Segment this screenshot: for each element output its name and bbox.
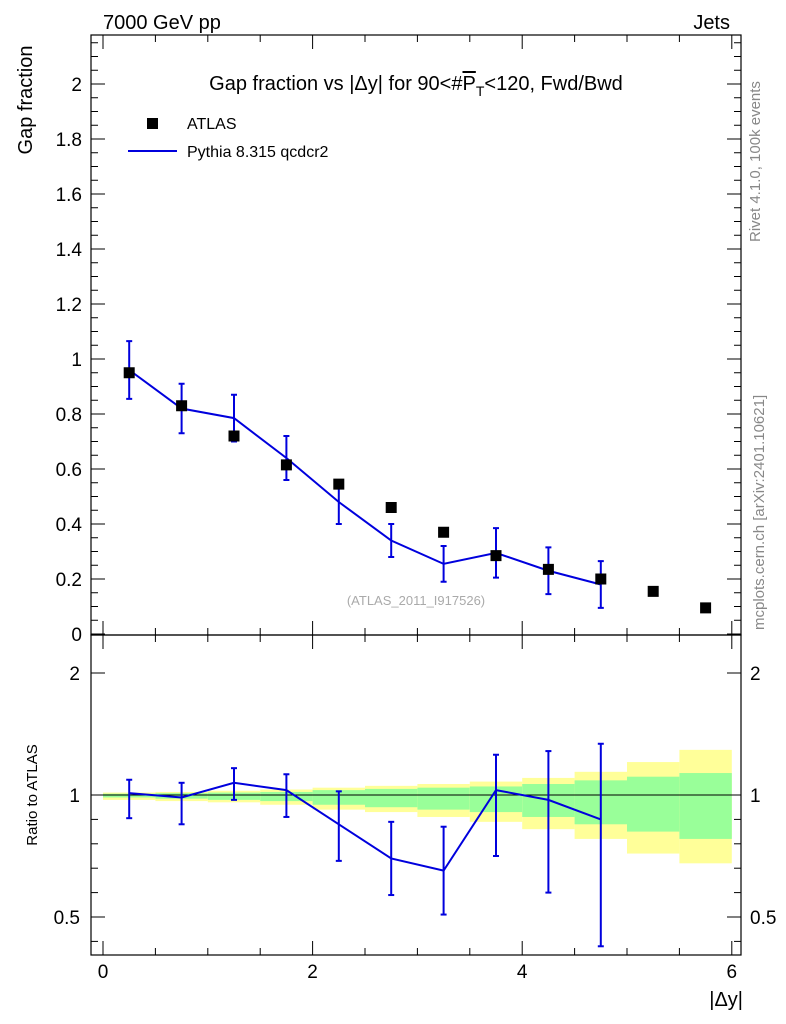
atlas-point xyxy=(280,459,292,471)
x-axis-label: |Δy| xyxy=(709,989,743,1011)
chart-title: Gap fraction vs |Δy| for 90<#PT<120, Fwd… xyxy=(209,73,623,99)
main-ytick-label: 1.8 xyxy=(56,130,82,151)
atlas-point xyxy=(700,602,712,614)
main-ytick-label: 0.8 xyxy=(56,405,82,426)
ratio-ytick-label-left: 1 xyxy=(69,786,80,807)
main-ytick-label: 1.4 xyxy=(56,240,83,261)
watermark: (ATLAS_2011_I917526) xyxy=(347,593,485,608)
header-right: Jets xyxy=(693,12,730,34)
ratio-band-green xyxy=(365,788,418,808)
ratio-ytick-label-right: 1 xyxy=(750,786,761,807)
ratio-band-green xyxy=(679,773,732,839)
main-ytick-label: 0 xyxy=(71,625,82,646)
atlas-point xyxy=(647,585,659,597)
x-tick-label: 4 xyxy=(517,962,528,983)
main-ylabel: Gap fraction xyxy=(15,46,37,155)
atlas-point xyxy=(333,478,345,490)
title-post: <120, Fwd/Bwd xyxy=(484,73,622,95)
ratio-ytick-label-right: 0.5 xyxy=(750,908,776,929)
ratio-ytick-label-right: 2 xyxy=(750,664,761,685)
header-left: 7000 GeV pp xyxy=(103,12,221,34)
ratio-data-layer xyxy=(126,742,604,948)
main-axes: 0 0.2 0.4 0.6 0.8 1 1.2 1.4 1.6 1.8 2 xyxy=(56,34,742,646)
x-tick-label: 0 xyxy=(98,962,109,983)
ratio-ytick-label-left: 0.5 xyxy=(54,908,80,929)
atlas-point xyxy=(438,526,450,538)
title-pre: Gap fraction vs |Δy| for 90<# xyxy=(209,73,463,95)
main-ytick-label: 1.2 xyxy=(56,295,82,316)
atlas-point xyxy=(542,563,554,575)
main-data-layer xyxy=(123,340,712,614)
legend-atlas-marker xyxy=(147,118,158,129)
ratio-axes: 0.5 0.5 1 1 2 2 0 2 4 6 xyxy=(54,634,776,983)
legend-atlas-label: ATLAS xyxy=(187,116,237,133)
legend-pythia-label: Pythia 8.315 qcdcr2 xyxy=(187,144,329,161)
title-sub: T xyxy=(476,83,485,99)
main-ytick-label: 1.6 xyxy=(56,185,82,206)
atlas-point xyxy=(228,430,240,442)
main-ytick-label: 0.6 xyxy=(56,460,82,481)
atlas-point xyxy=(123,367,135,379)
title-p: P xyxy=(462,73,475,95)
ratio-ytick-label-left: 2 xyxy=(69,664,80,685)
x-tick-label: 6 xyxy=(727,962,738,983)
atlas-point xyxy=(595,573,607,585)
main-ytick-label: 0.4 xyxy=(56,515,83,536)
ratio-band-green xyxy=(627,776,680,832)
atlas-point xyxy=(176,400,188,412)
ratio-ylabel: Ratio to ATLAS xyxy=(24,744,41,845)
main-ytick-label: 0.2 xyxy=(56,570,82,591)
atlas-point xyxy=(385,502,397,513)
ratio-line xyxy=(129,781,602,872)
rivet-label: Rivet 4.1.0, 100k events xyxy=(747,81,764,242)
pythia-line xyxy=(128,369,602,586)
ratio-bands-layer xyxy=(103,749,732,864)
mcplots-label: mcplots.cern.ch [arXiv:2401.10621] xyxy=(751,395,768,630)
x-tick-label: 2 xyxy=(307,962,318,983)
main-ytick-label: 2 xyxy=(71,75,82,96)
ratio-band-green xyxy=(417,787,470,810)
main-ytick-label: 1 xyxy=(71,350,82,371)
atlas-point xyxy=(490,550,502,562)
